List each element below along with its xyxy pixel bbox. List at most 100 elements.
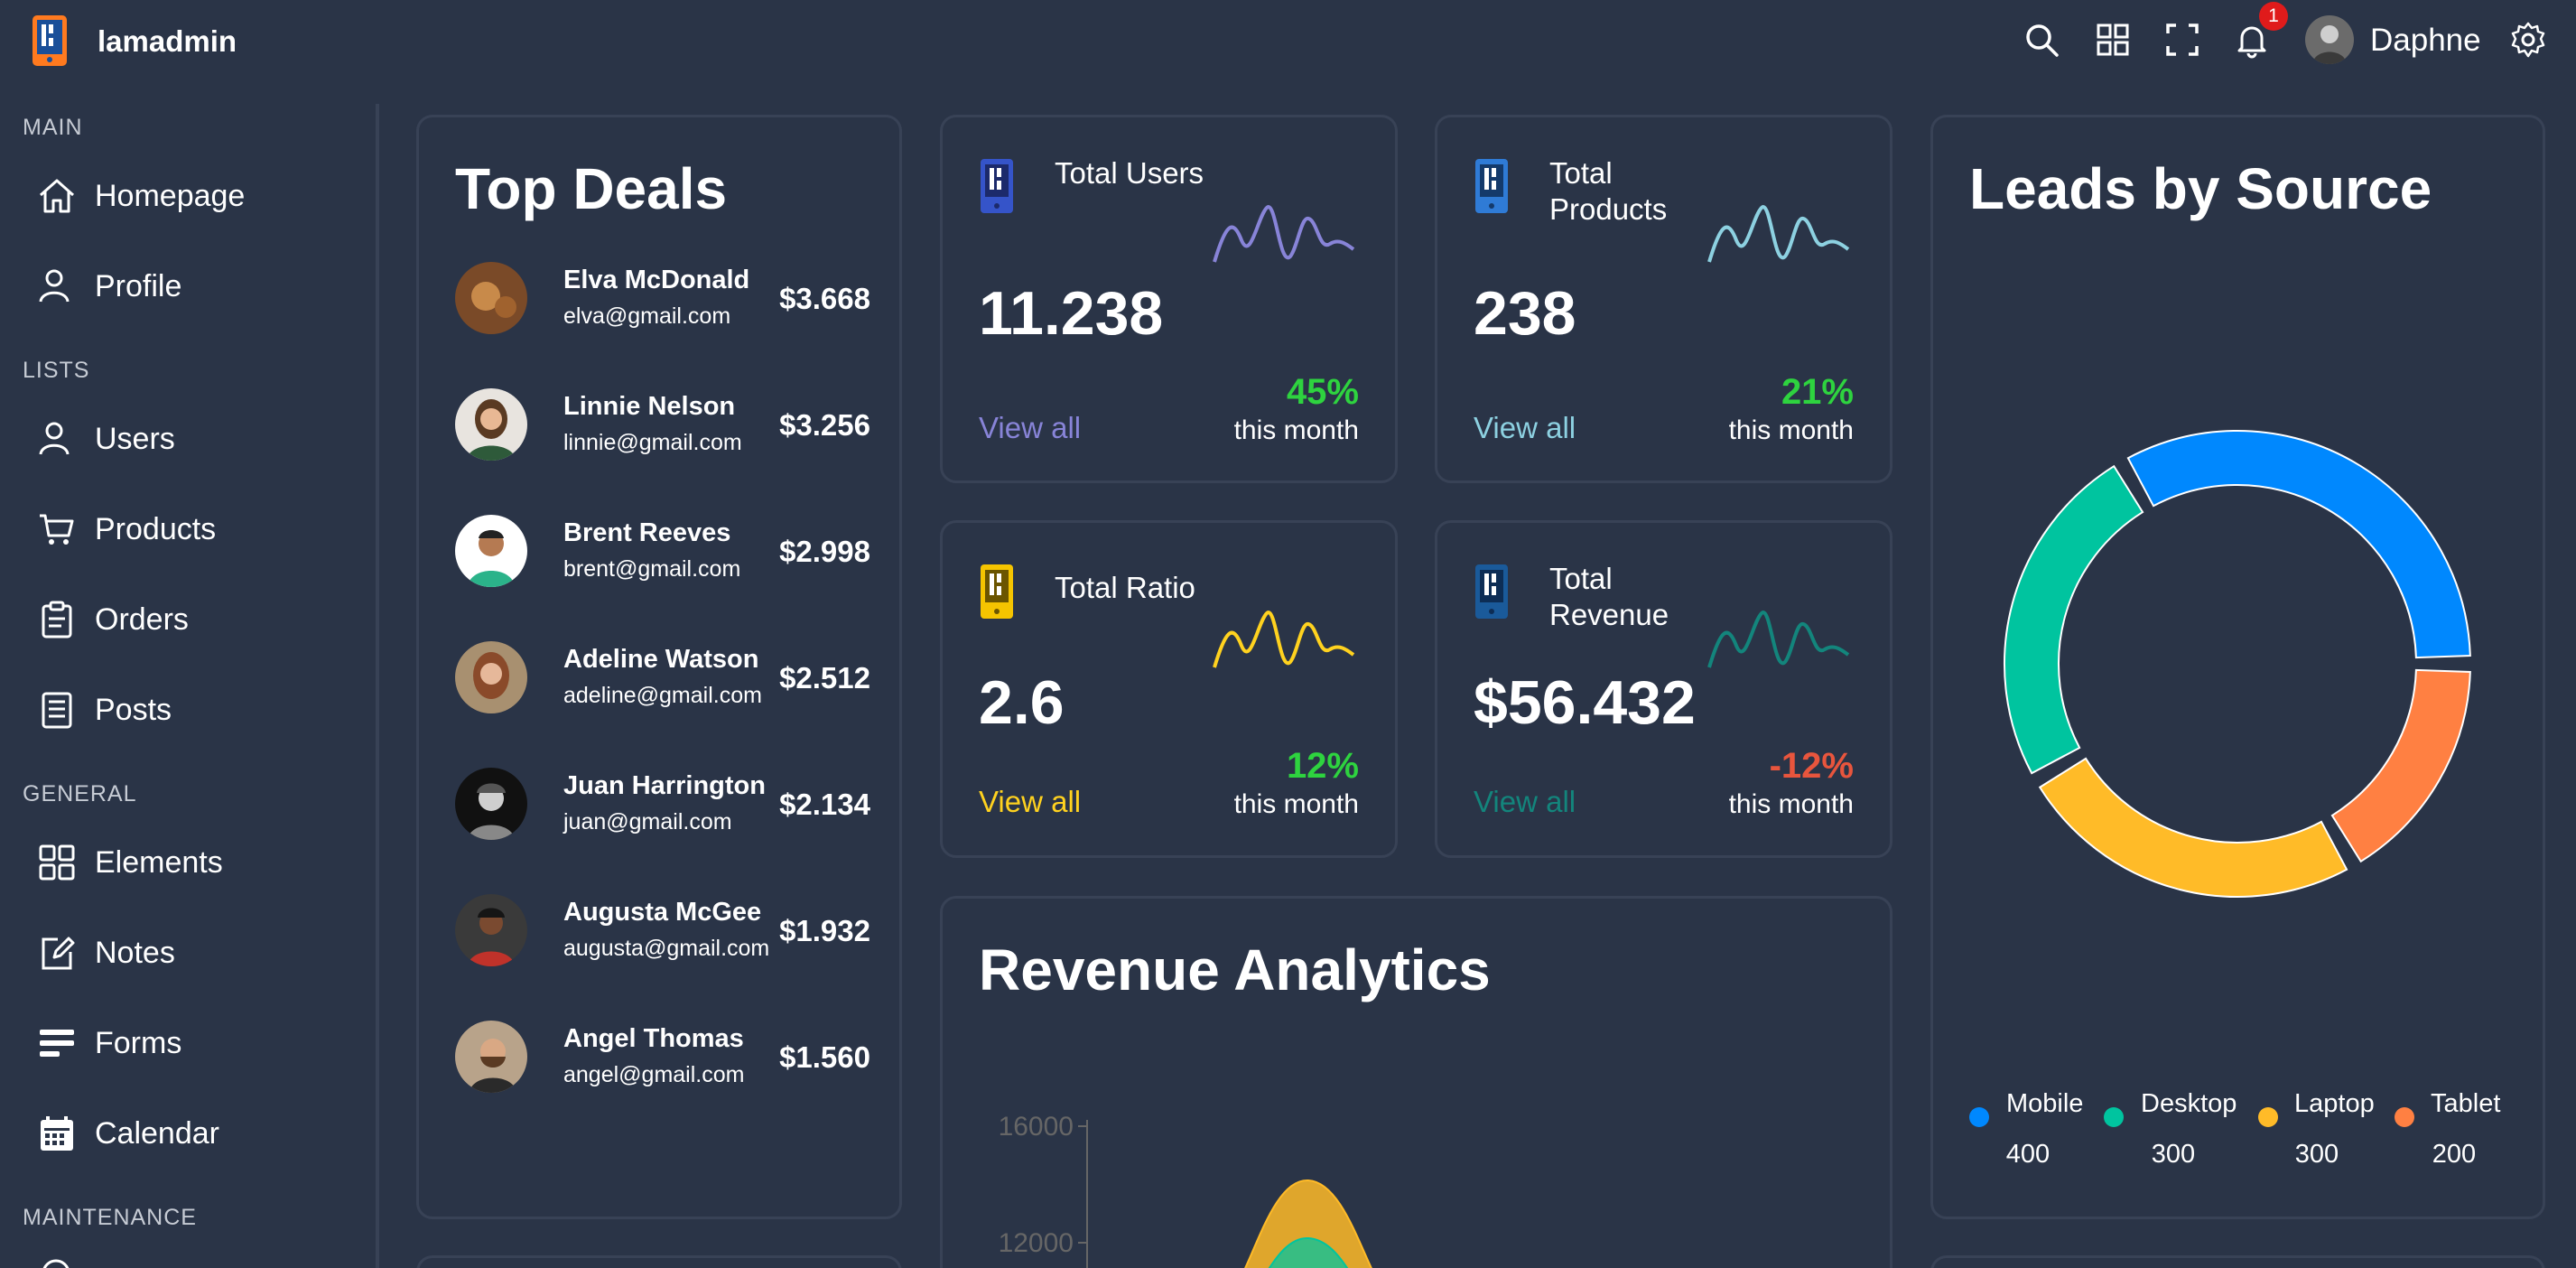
stat-title: Total Users	[1055, 156, 1204, 190]
pie-slice-laptop[interactable]	[2038, 757, 2348, 898]
deal-email: angel@gmail.com	[563, 1062, 745, 1087]
sidebar-section-title: MAIN	[23, 115, 83, 140]
sidebar-item-calendar[interactable]: Calendar	[36, 1105, 361, 1160]
list-item[interactable]: Adeline Watson adeline@gmail.com $2.512	[455, 639, 870, 717]
deal-name: Elva McDonald	[563, 266, 750, 294]
pie-slice-desktop[interactable]	[2004, 464, 2144, 775]
stat-value: 2.6	[979, 668, 1065, 737]
revenue-title: Revenue Analytics	[979, 937, 1491, 1002]
fullscreen-icon[interactable]	[2163, 21, 2201, 59]
top-deals-title: Top Deals	[455, 156, 728, 221]
deal-email: juan@gmail.com	[563, 809, 732, 834]
legend-dot-mobile	[1969, 1107, 1989, 1127]
top-deals-box: Top Deals Elva McDonald elva@gmail.com $…	[416, 115, 902, 1219]
stat-card-products: Total Products 238 View all 21% this mon…	[1435, 115, 1892, 483]
username[interactable]: Daphne	[2370, 23, 2481, 58]
list-item[interactable]: Elva McDonald elva@gmail.com $3.668	[455, 260, 870, 338]
view-all-link[interactable]: View all	[979, 411, 1082, 444]
ratio-stat-icon	[981, 564, 1013, 619]
legend-dot-tablet	[2395, 1107, 2414, 1127]
avatar[interactable]	[2305, 15, 2354, 64]
stat-value: $56.432	[1474, 668, 1696, 737]
deal-name: Angel Thomas	[563, 1024, 744, 1053]
view-all-link[interactable]: View all	[1474, 411, 1576, 444]
stat-title: Total Products	[1549, 156, 1668, 226]
sidebar-section-title: GENERAL	[23, 781, 137, 806]
sidebar-item-label: Users	[95, 422, 175, 456]
deal-email: augusta@gmail.com	[563, 936, 770, 961]
sidebar-item-label: Calendar	[95, 1116, 219, 1151]
legend-label: Tablet	[2431, 1089, 2501, 1118]
search-icon[interactable]	[2023, 21, 2060, 59]
list-item[interactable]: Augusta McGee augusta@gmail.com $1.932	[455, 892, 870, 970]
deal-name: Juan Harrington	[563, 771, 766, 800]
list-item[interactable]: Linnie Nelson linnie@gmail.com $3.256	[455, 387, 870, 464]
sidebar-item-profile[interactable]: Profile	[36, 258, 361, 312]
legend-label: Laptop	[2294, 1089, 2375, 1118]
leads-title: Leads by Source	[1969, 156, 2432, 221]
bell-icon[interactable]	[2233, 21, 2271, 59]
sidebar-item-notes[interactable]: Notes	[36, 925, 361, 979]
legend-value: 400	[2005, 1140, 2051, 1169]
top-bar: lamadmin 1 Daphne	[0, 0, 2576, 81]
stat-period: this month	[1728, 789, 1854, 819]
stat-percent: 45%	[1286, 372, 1359, 412]
sidebar-divider	[376, 104, 379, 1268]
edit-icon	[42, 937, 75, 970]
sidebar-item-forms[interactable]: Forms	[36, 1015, 361, 1069]
deal-email: brent@gmail.com	[563, 556, 741, 582]
sidebar-item-label: Elements	[95, 845, 223, 880]
settings-icon[interactable]	[2509, 21, 2547, 59]
deal-name: Adeline Watson	[563, 645, 759, 674]
list-item[interactable]: Brent Reeves brent@gmail.com $2.998	[455, 513, 870, 591]
stat-title: Total Ratio	[1055, 571, 1195, 604]
sidebar-item-products[interactable]: Products	[36, 501, 361, 555]
sidebar-item-label: Notes	[95, 936, 175, 970]
deal-amount: $2.998	[779, 535, 870, 568]
stat-card-users: Total Users 11.238 View all 45% this mon…	[940, 115, 1398, 483]
deal-amount: $2.512	[779, 661, 870, 695]
sidebar-item-posts[interactable]: Posts	[36, 682, 361, 736]
users-stat-icon	[981, 159, 1013, 213]
grid-icon	[39, 844, 75, 881]
avatar	[455, 768, 527, 840]
view-all-link[interactable]: View all	[979, 785, 1082, 818]
products-stat-icon	[1475, 159, 1508, 213]
sidebar-item-elements[interactable]: Elements	[36, 834, 361, 889]
stat-percent: -12%	[1769, 746, 1854, 786]
sidebar-item-homepage[interactable]: Homepage	[36, 168, 361, 222]
stat-title: Total Revenue	[1549, 562, 1669, 631]
legend-dot-desktop	[2104, 1107, 2124, 1127]
sidebar-item-orders[interactable]: Orders	[36, 592, 361, 646]
logo-icon[interactable]	[31, 14, 69, 68]
app-name[interactable]: lamadmin	[98, 24, 237, 58]
stat-card-revenue: Total Revenue $56.432 View all -12% this…	[1435, 520, 1892, 858]
y-tick-label: 16000	[999, 1112, 1074, 1142]
apps-icon[interactable]	[2094, 21, 2132, 59]
pie-slice-tablet[interactable]	[2330, 668, 2471, 863]
revenue-chart: 16000 12000	[999, 1112, 1372, 1268]
legend-value: 200	[2432, 1140, 2477, 1169]
leads-pie-chart	[2004, 430, 2471, 898]
sidebar-item-users[interactable]: Users	[36, 411, 361, 465]
deal-name: Augusta McGee	[563, 898, 762, 927]
pie-slice-mobile[interactable]	[2126, 430, 2471, 659]
deal-email: linnie@gmail.com	[563, 430, 742, 455]
list-item[interactable]: Juan Harrington juan@gmail.com $2.134	[455, 766, 870, 844]
deal-name: Linnie Nelson	[563, 392, 736, 421]
leads-box: Leads by Source	[1930, 115, 2545, 1219]
calendar-icon	[41, 1116, 73, 1151]
y-tick-label: 12000	[999, 1228, 1074, 1258]
revenue-stat-icon	[1475, 564, 1508, 619]
avatar	[455, 641, 527, 713]
notification-badge: 1	[2259, 2, 2288, 31]
series-area	[1268, 1236, 1349, 1268]
stat-period: this month	[1728, 415, 1854, 445]
list-item[interactable]: Angel Thomas angel@gmail.com $1.560	[455, 1019, 870, 1096]
deal-amount: $3.668	[779, 282, 870, 315]
document-icon	[42, 692, 72, 729]
sparkline	[1707, 205, 1850, 263]
view-all-link[interactable]: View all	[1474, 785, 1576, 818]
stat-period: this month	[1233, 415, 1359, 445]
partial-box	[416, 1255, 902, 1268]
